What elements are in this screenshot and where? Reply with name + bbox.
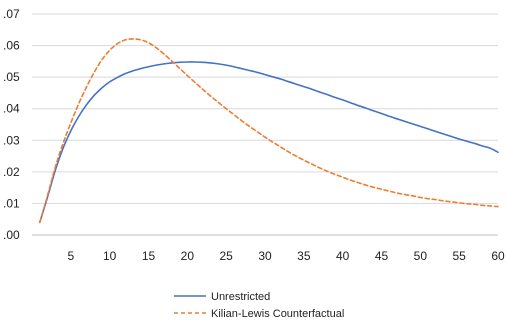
y-tick-label: .04 [3,102,20,116]
x-tick-label: 20 [181,249,195,263]
x-tick-label: 15 [142,249,156,263]
x-tick-label: 60 [491,249,505,263]
y-tick-label: .02 [3,165,20,179]
legend-label: Kilian-Lewis Counterfactual [211,308,344,320]
axes: .00 .01 .02 .03 .04 .05 .06 .07 5 10 15 20 25 30 35 40 4… [3,7,505,263]
y-tick-label: .03 [3,133,20,147]
x-tick-label: 30 [258,249,272,263]
series-line-kilian-lewis [38,38,499,224]
y-tick-label: .01 [3,196,20,210]
x-tick-label: 45 [375,249,389,263]
series-line-unrestricted [38,61,499,224]
y-tick-label: .00 [3,228,20,242]
x-tick-label: 50 [414,249,428,263]
legend-box [168,284,340,324]
x-tick-label: 10 [103,249,117,263]
y-tick-label: .06 [3,39,20,53]
x-tick-label: 5 [67,249,74,263]
x-tick-label: 25 [219,249,233,263]
x-tick-label: 55 [452,249,466,263]
y-tick-label: .05 [3,70,20,84]
legend: Unrestricted Kilian-Lewis Counterfactual [168,284,344,324]
x-tick-label: 40 [336,249,350,263]
legend-label: Unrestricted [211,291,270,303]
y-tick-label: .07 [3,7,20,21]
x-tick-label: 35 [297,249,311,263]
gridlines [32,13,498,204]
series-lines [38,38,499,224]
